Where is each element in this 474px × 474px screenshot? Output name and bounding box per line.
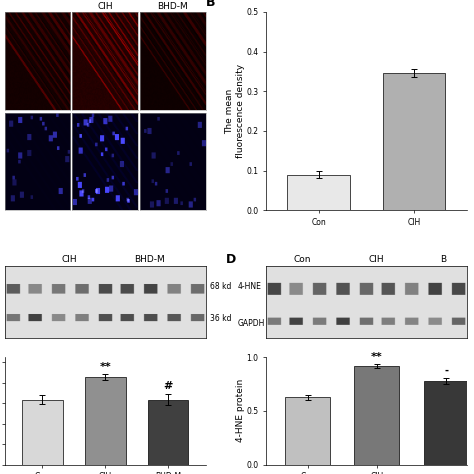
- Y-axis label: The mean
fluorescence density: The mean fluorescence density: [226, 64, 245, 158]
- Bar: [424, 382, 469, 465]
- Bar: [147, 400, 188, 465]
- Bar: [288, 174, 350, 210]
- Text: 36 kd: 36 kd: [210, 314, 231, 323]
- Text: B: B: [206, 0, 215, 9]
- Text: **: **: [371, 352, 383, 362]
- Bar: [354, 366, 399, 465]
- Title: CIH: CIH: [97, 2, 113, 11]
- Text: D: D: [226, 253, 236, 266]
- Text: GAPDH: GAPDH: [238, 319, 265, 328]
- Text: CIH: CIH: [61, 255, 77, 264]
- Text: #: #: [164, 382, 173, 392]
- Bar: [285, 397, 330, 465]
- Text: Con: Con: [293, 255, 311, 264]
- Bar: [22, 400, 63, 465]
- Y-axis label: 4-HNE protein: 4-HNE protein: [236, 379, 245, 443]
- Bar: [85, 377, 126, 465]
- Text: -: -: [444, 365, 448, 376]
- Text: B: B: [440, 255, 446, 264]
- Text: BHD-M: BHD-M: [134, 255, 165, 264]
- Text: CIH: CIH: [369, 255, 384, 264]
- Text: 68 kd: 68 kd: [210, 282, 231, 291]
- Text: 4-HNE: 4-HNE: [238, 282, 262, 291]
- Bar: [383, 73, 446, 210]
- Text: **: **: [100, 362, 111, 372]
- Title: BHD-M: BHD-M: [157, 2, 188, 11]
